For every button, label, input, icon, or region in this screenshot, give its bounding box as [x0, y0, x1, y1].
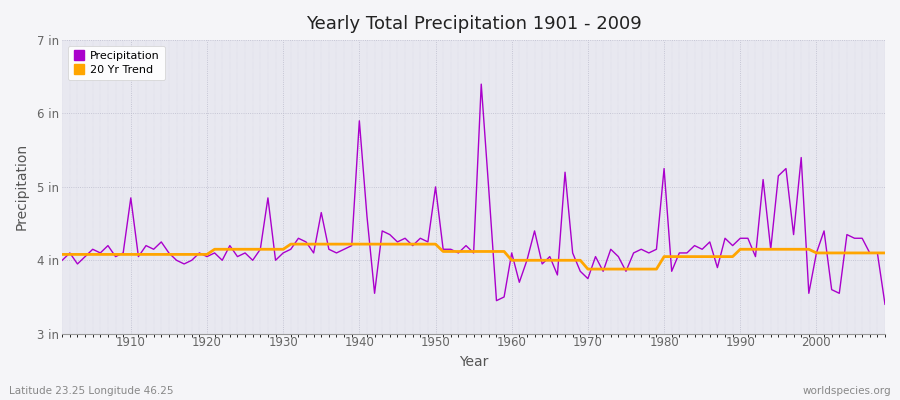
- Y-axis label: Precipitation: Precipitation: [15, 143, 29, 230]
- Legend: Precipitation, 20 Yr Trend: Precipitation, 20 Yr Trend: [68, 46, 166, 80]
- Text: Latitude 23.25 Longitude 46.25: Latitude 23.25 Longitude 46.25: [9, 386, 174, 396]
- Text: worldspecies.org: worldspecies.org: [803, 386, 891, 396]
- Title: Yearly Total Precipitation 1901 - 2009: Yearly Total Precipitation 1901 - 2009: [306, 15, 642, 33]
- X-axis label: Year: Year: [459, 355, 489, 369]
